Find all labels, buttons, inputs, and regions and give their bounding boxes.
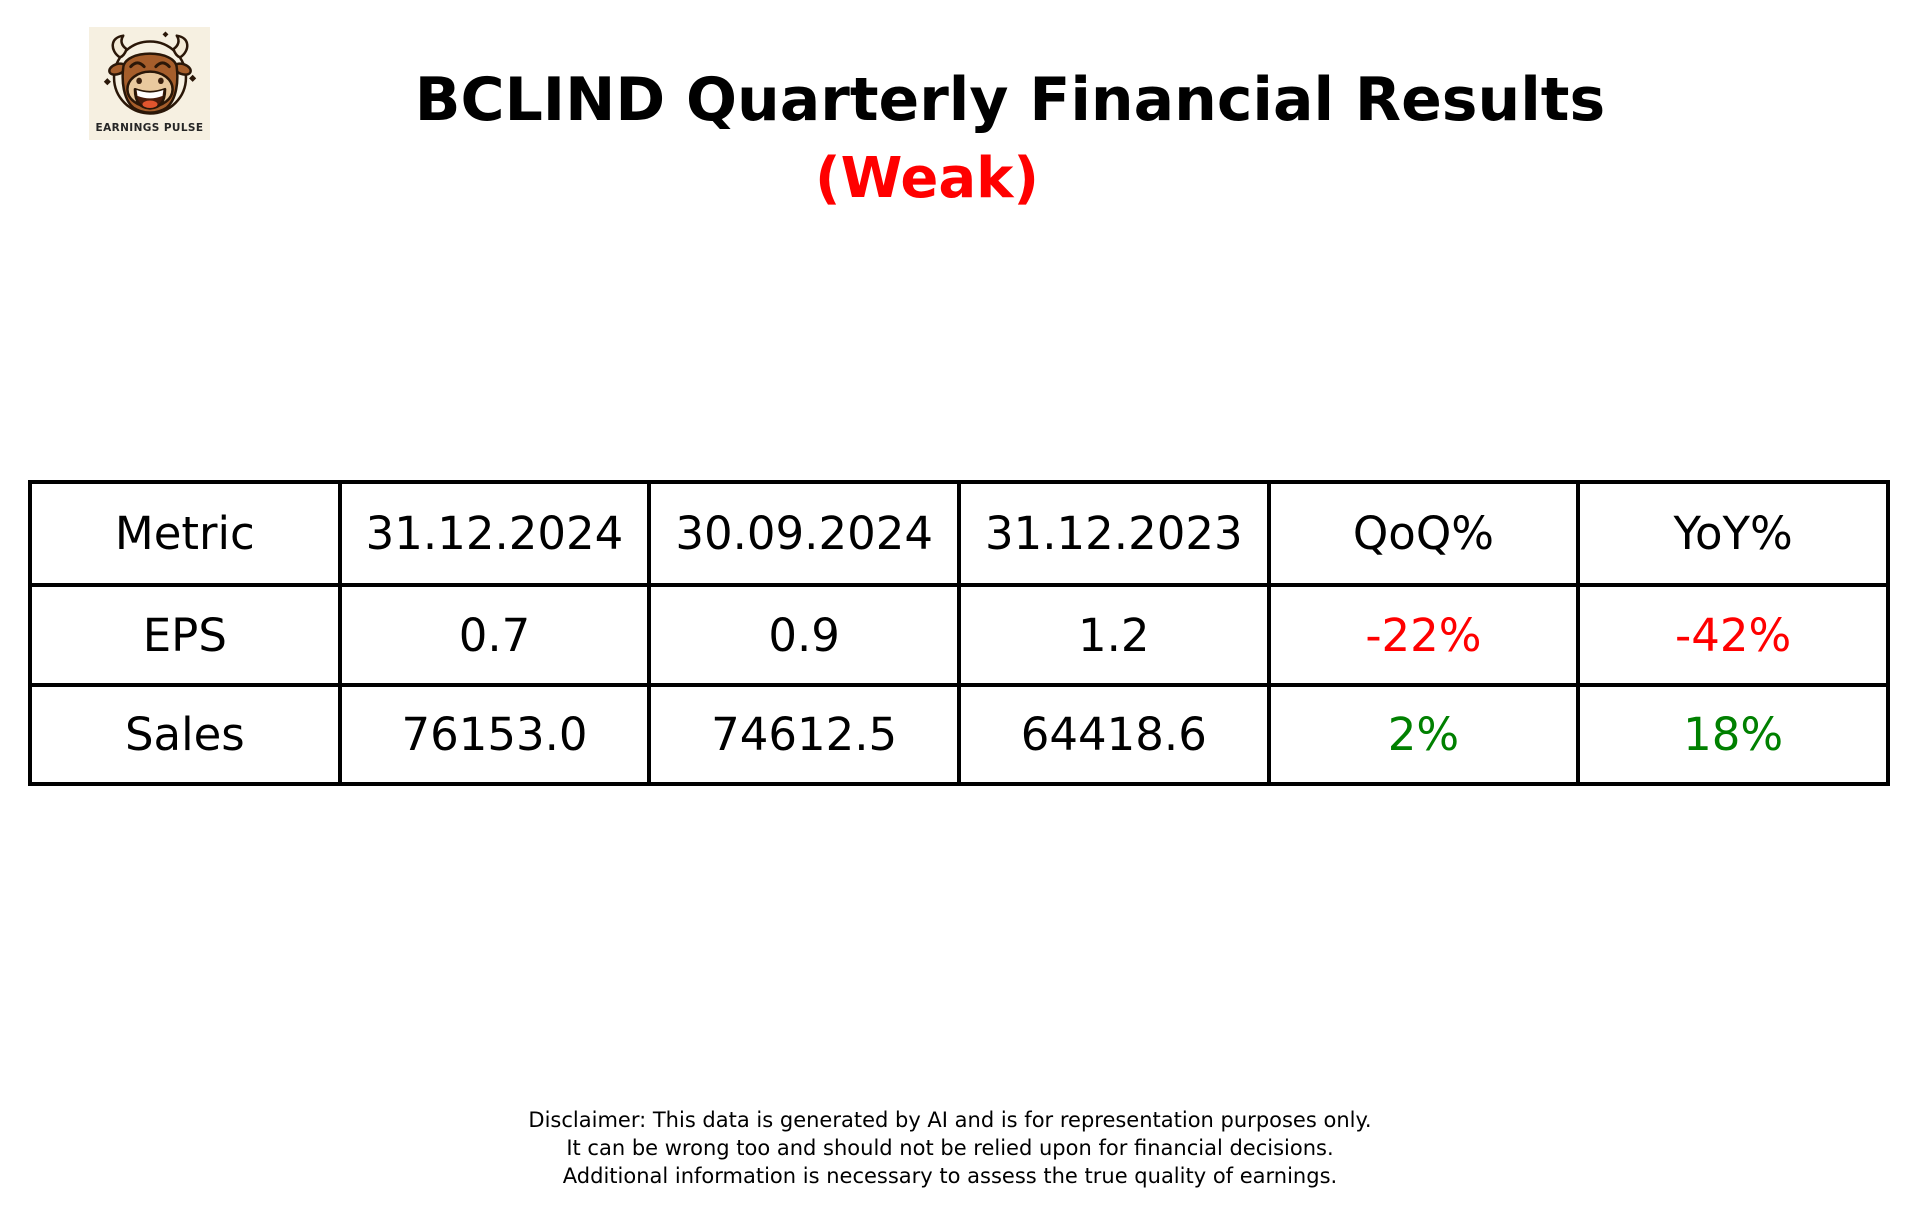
col-header-metric: Metric <box>28 480 342 587</box>
sales-value: 64418.6 <box>956 683 1271 786</box>
disclaimer-line: It can be wrong too and should not be re… <box>566 1136 1334 1160</box>
metric-label: EPS <box>28 583 342 687</box>
bull-mascot-icon <box>103 31 196 115</box>
sales-value: 74612.5 <box>647 683 961 786</box>
table-header-row: Metric 31.12.2024 30.09.2024 31.12.2023 … <box>28 480 1890 587</box>
page-title: BCLIND Quarterly Financial Results <box>414 65 1606 136</box>
disclaimer-line: Additional information is necessary to a… <box>562 1164 1338 1188</box>
col-header-30-09-2024: 30.09.2024 <box>647 480 961 587</box>
verdict-label: (Weak) <box>815 146 1039 211</box>
table-row-eps: EPS 0.7 0.9 1.2 -22% -42% <box>28 583 1890 687</box>
disclaimer-line: Disclaimer: This data is generated by AI… <box>528 1108 1372 1132</box>
eps-yoy-change: -42% <box>1576 583 1890 687</box>
metric-label: Sales <box>28 683 342 786</box>
sales-yoy-change: 18% <box>1576 683 1890 786</box>
results-table: Metric 31.12.2024 30.09.2024 31.12.2023 … <box>28 480 1890 786</box>
col-header-qoq: QoQ% <box>1266 480 1581 587</box>
col-header-31-12-2023: 31.12.2023 <box>956 480 1271 587</box>
eps-value: 1.2 <box>956 583 1271 687</box>
sales-qoq-change: 2% <box>1266 683 1581 786</box>
eps-value: 0.7 <box>337 583 652 687</box>
brand-logo: EARNINGS PULSE <box>89 27 210 140</box>
col-header-31-12-2024: 31.12.2024 <box>337 480 652 587</box>
sales-value: 76153.0 <box>337 683 652 786</box>
brand-name: EARNINGS PULSE <box>95 122 204 134</box>
disclaimer-text: Disclaimer: This data is generated by AI… <box>528 1106 1371 1190</box>
eps-qoq-change: -22% <box>1266 583 1581 687</box>
eps-value: 0.9 <box>647 583 961 687</box>
table-row-sales: Sales 76153.0 74612.5 64418.6 2% 18% <box>28 683 1890 786</box>
col-header-yoy: YoY% <box>1576 480 1890 587</box>
